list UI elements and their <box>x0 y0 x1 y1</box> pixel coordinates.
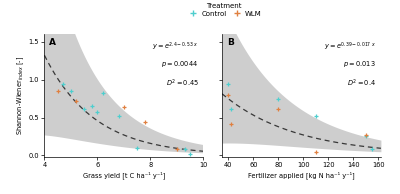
Text: $p = 0.0044$: $p = 0.0044$ <box>161 59 198 69</box>
Point <box>275 97 282 100</box>
Point <box>134 146 140 149</box>
Text: $p = 0.013$: $p = 0.013$ <box>344 59 376 69</box>
Point <box>115 114 122 118</box>
Point <box>54 90 61 93</box>
Legend: Control, WLM: Control, WLM <box>186 3 262 17</box>
X-axis label: Fertilizer applied [kg N ha⁻¹ y⁻¹]: Fertilizer applied [kg N ha⁻¹ y⁻¹] <box>248 171 355 179</box>
Point <box>228 107 234 110</box>
Point <box>89 105 95 108</box>
Point <box>313 150 319 153</box>
Point <box>73 99 80 102</box>
Text: $D^2 = 0.4$: $D^2 = 0.4$ <box>347 77 376 89</box>
Point <box>182 148 188 151</box>
Y-axis label: Shannon-Wiener$_{index}$ [-]: Shannon-Wiener$_{index}$ [-] <box>15 56 26 135</box>
Point <box>228 122 234 125</box>
Point <box>142 121 148 124</box>
X-axis label: Grass yield [t C ha⁻¹ y⁻¹]: Grass yield [t C ha⁻¹ y⁻¹] <box>83 171 165 179</box>
Text: $y = e^{2.4-0.53\ x}$: $y = e^{2.4-0.53\ x}$ <box>152 41 198 53</box>
Point <box>94 111 101 114</box>
Point <box>275 107 282 110</box>
Point <box>225 82 232 85</box>
Point <box>313 114 319 118</box>
Point <box>369 148 375 151</box>
Text: $y = e^{0.39-0.017\ x}$: $y = e^{0.39-0.017\ x}$ <box>324 41 376 53</box>
Point <box>60 82 66 85</box>
Point <box>81 107 87 110</box>
Point <box>121 106 127 109</box>
Point <box>187 152 193 155</box>
Point <box>68 90 74 93</box>
Text: $D^2 = 0.45$: $D^2 = 0.45$ <box>166 77 198 89</box>
Text: B: B <box>227 38 234 47</box>
Point <box>363 134 369 137</box>
Point <box>363 133 369 137</box>
Point <box>100 92 106 95</box>
Point <box>174 148 180 151</box>
Point <box>225 93 232 96</box>
Text: A: A <box>49 38 56 47</box>
